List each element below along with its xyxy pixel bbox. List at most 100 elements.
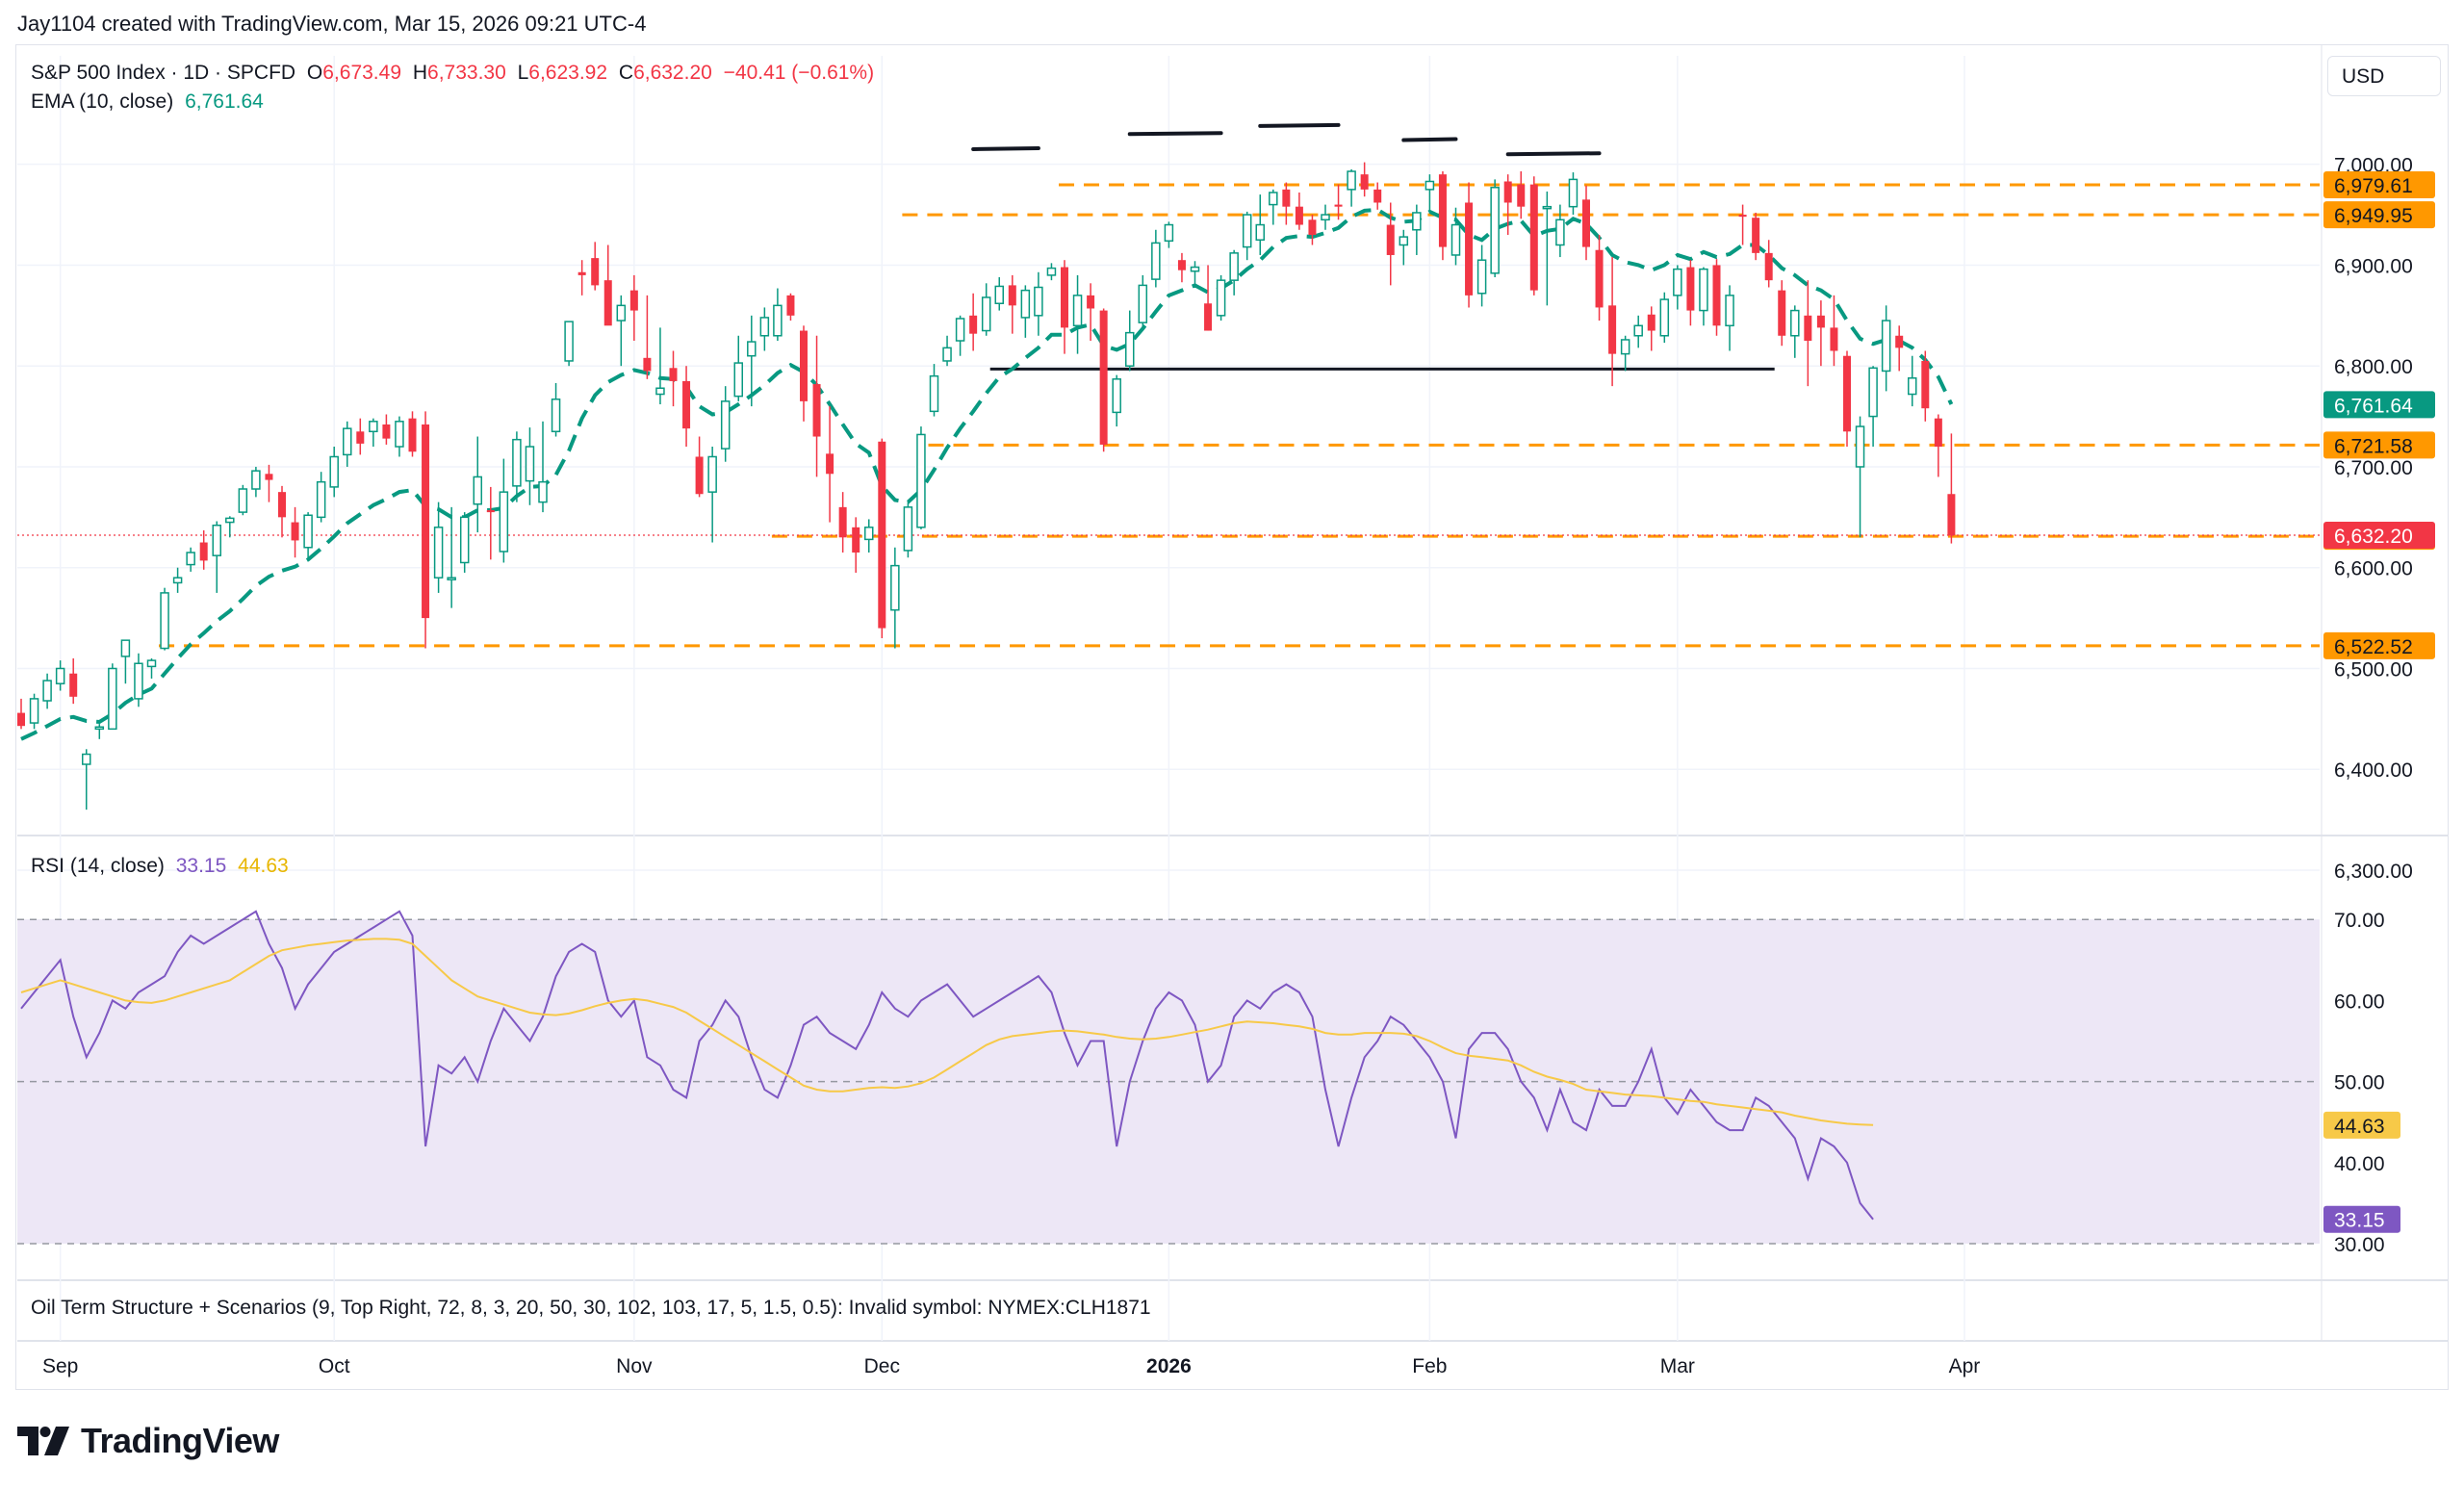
ema-badge-bg bbox=[2323, 391, 2435, 419]
candle-body bbox=[1269, 192, 1278, 206]
candle-body bbox=[773, 304, 783, 337]
y-tick-label: 6,300.00 bbox=[2334, 861, 2413, 883]
candle-body bbox=[1542, 205, 1553, 210]
candle-body bbox=[747, 341, 757, 357]
rsi-y-tick-label: 30.00 bbox=[2334, 1234, 2385, 1256]
candle-body bbox=[1868, 367, 1878, 418]
x-tick-label: Mar bbox=[1660, 1355, 1695, 1377]
candle-body bbox=[969, 315, 978, 334]
candle-body bbox=[278, 492, 286, 518]
candle-body bbox=[603, 280, 612, 326]
candle-body bbox=[1633, 324, 1643, 337]
candle-body bbox=[1072, 295, 1083, 327]
candle-body bbox=[433, 527, 444, 579]
candle-body bbox=[1764, 252, 1773, 281]
candle-body bbox=[512, 438, 522, 487]
candle-body bbox=[903, 506, 913, 552]
candle-body bbox=[146, 659, 157, 668]
ema-label[interactable]: EMA (10, close) bbox=[31, 90, 174, 113]
ema-badge: 6,761.64 bbox=[2334, 395, 2413, 417]
top-marker-3 bbox=[1401, 137, 1458, 142]
candle-body bbox=[199, 542, 208, 561]
candle-body bbox=[1282, 189, 1291, 207]
candle-body bbox=[1647, 314, 1656, 331]
candle-body bbox=[395, 421, 404, 448]
candle-body bbox=[1921, 360, 1930, 409]
level-badge-1-bg bbox=[2323, 201, 2435, 229]
candle-body bbox=[682, 380, 691, 429]
candle-body bbox=[459, 516, 470, 564]
candle-body bbox=[695, 456, 704, 495]
candle-body bbox=[134, 662, 143, 700]
candle-body bbox=[1595, 249, 1604, 308]
open-label: O bbox=[306, 62, 323, 84]
candle-body bbox=[1752, 218, 1760, 253]
candle-body bbox=[1686, 267, 1695, 311]
candle-body bbox=[1229, 252, 1239, 281]
candle-body bbox=[225, 517, 235, 524]
candle-body bbox=[1490, 187, 1500, 274]
candle-body bbox=[578, 271, 586, 275]
candle-body bbox=[643, 357, 652, 372]
candle-body bbox=[1712, 265, 1721, 326]
rsi-legend: RSI (14, close) 33.15 44.63 bbox=[31, 855, 295, 878]
rsi-y-tick-label: 70.00 bbox=[2334, 910, 2385, 932]
currency-selector[interactable]: USD bbox=[2327, 56, 2441, 96]
tradingview-logo-icon bbox=[17, 1427, 69, 1455]
x-tick-label: Feb bbox=[1412, 1355, 1447, 1377]
x-tick-label: Sep bbox=[42, 1355, 78, 1377]
candle-body bbox=[929, 374, 939, 413]
top-marker-2 bbox=[1258, 122, 1341, 128]
candle-body bbox=[981, 296, 991, 332]
y-tick-label: 6,600.00 bbox=[2334, 558, 2413, 580]
ema-legend: EMA (10, close) 6,761.64 bbox=[31, 90, 270, 114]
candle-body bbox=[1855, 425, 1865, 468]
candle-body bbox=[1061, 267, 1068, 328]
open-value: 6,673.49 bbox=[322, 62, 401, 84]
candle-body bbox=[759, 317, 770, 337]
candle-body bbox=[551, 399, 561, 433]
candle-body bbox=[878, 441, 886, 629]
candle-body bbox=[1190, 266, 1200, 272]
candle-body bbox=[329, 455, 339, 488]
candle-body bbox=[94, 726, 105, 731]
candle-body bbox=[303, 514, 313, 549]
level-badge-4-bg bbox=[2323, 631, 2435, 659]
candle-body bbox=[1360, 174, 1369, 190]
y-tick-label: 6,800.00 bbox=[2334, 356, 2413, 378]
candle-body bbox=[447, 577, 456, 580]
candle-body bbox=[955, 318, 965, 342]
candle-body bbox=[1843, 355, 1851, 432]
level-badge-0-bg bbox=[2323, 171, 2435, 199]
candle-body bbox=[629, 290, 638, 311]
low-value: 6,623.92 bbox=[528, 62, 608, 84]
x-tick-label: Nov bbox=[616, 1355, 653, 1377]
candle-body bbox=[994, 285, 1004, 304]
candle-body bbox=[1517, 184, 1526, 207]
symbol-label[interactable]: S&P 500 Index · 1D · SPCFD bbox=[31, 62, 296, 84]
candle-body bbox=[265, 474, 273, 480]
y-tick-label: 6,500.00 bbox=[2334, 658, 2413, 681]
candle-body bbox=[1908, 377, 1917, 396]
candle-body bbox=[473, 476, 482, 505]
candle-body bbox=[1738, 215, 1747, 218]
rsi-badge-bg bbox=[2323, 1205, 2400, 1233]
candle-body bbox=[1673, 268, 1682, 296]
candle-body bbox=[1465, 202, 1474, 296]
candle-body bbox=[655, 387, 665, 396]
candle-body bbox=[382, 424, 391, 439]
candle-body bbox=[720, 400, 731, 450]
candle-body bbox=[42, 680, 52, 702]
candle-body bbox=[1529, 184, 1538, 291]
x-tick-label: Oct bbox=[319, 1355, 350, 1377]
low-label: L bbox=[517, 62, 529, 84]
candle-body bbox=[291, 522, 299, 541]
candle-body bbox=[160, 592, 169, 650]
candle-body bbox=[316, 480, 326, 519]
rsi-value: 33.15 bbox=[175, 855, 227, 877]
rsi-label[interactable]: RSI (14, close) bbox=[31, 855, 165, 877]
candle-body bbox=[1895, 335, 1904, 348]
candle-body bbox=[69, 673, 78, 697]
candle-body bbox=[1373, 189, 1382, 203]
